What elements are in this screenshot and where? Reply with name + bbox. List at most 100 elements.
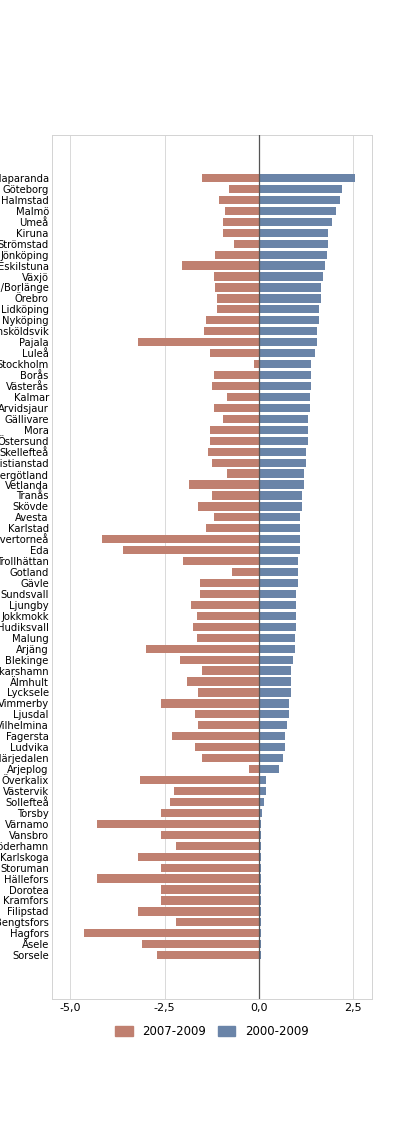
- Bar: [217, 305, 259, 313]
- Legend: 2007-2009, 2000-2009: 2007-2009, 2000-2009: [110, 1020, 313, 1042]
- Bar: [195, 743, 259, 752]
- Bar: [212, 491, 259, 499]
- Bar: [259, 710, 289, 718]
- Bar: [259, 842, 261, 849]
- Bar: [183, 557, 259, 565]
- Bar: [83, 929, 259, 937]
- Bar: [161, 699, 259, 708]
- Bar: [97, 874, 259, 883]
- Bar: [259, 261, 325, 269]
- Bar: [216, 284, 259, 292]
- Bar: [214, 404, 259, 412]
- Bar: [259, 513, 300, 522]
- Bar: [259, 765, 280, 773]
- Bar: [197, 634, 259, 642]
- Bar: [259, 415, 308, 423]
- Bar: [191, 600, 259, 609]
- Bar: [259, 469, 304, 478]
- Bar: [259, 425, 308, 434]
- Bar: [176, 918, 259, 927]
- Bar: [259, 371, 311, 379]
- Bar: [259, 743, 285, 752]
- Bar: [259, 328, 317, 335]
- Bar: [259, 645, 294, 653]
- Bar: [259, 896, 261, 904]
- Bar: [259, 535, 300, 543]
- Bar: [204, 328, 259, 335]
- Bar: [259, 218, 332, 226]
- Bar: [208, 448, 259, 456]
- Bar: [259, 864, 261, 872]
- Bar: [259, 634, 294, 642]
- Bar: [227, 469, 259, 478]
- Bar: [233, 568, 259, 577]
- Bar: [259, 754, 283, 762]
- Bar: [259, 185, 342, 193]
- Bar: [259, 316, 319, 324]
- Bar: [259, 273, 323, 280]
- Bar: [259, 250, 327, 259]
- Bar: [234, 240, 259, 248]
- Bar: [259, 229, 328, 237]
- Bar: [161, 830, 259, 839]
- Bar: [259, 590, 297, 598]
- Bar: [225, 206, 259, 215]
- Bar: [259, 305, 319, 313]
- Bar: [161, 885, 259, 893]
- Bar: [182, 261, 259, 269]
- Bar: [212, 459, 259, 467]
- Bar: [259, 206, 336, 215]
- Bar: [138, 338, 259, 347]
- Bar: [259, 491, 302, 499]
- Bar: [259, 174, 355, 182]
- Bar: [259, 448, 306, 456]
- Bar: [259, 689, 291, 697]
- Bar: [259, 524, 300, 533]
- Bar: [214, 513, 259, 522]
- Bar: [259, 908, 261, 916]
- Bar: [219, 196, 259, 204]
- Bar: [259, 381, 311, 390]
- Bar: [259, 721, 287, 729]
- Bar: [259, 294, 321, 303]
- Bar: [259, 546, 300, 554]
- Bar: [259, 678, 291, 686]
- Bar: [206, 524, 259, 533]
- Bar: [259, 557, 298, 565]
- Bar: [157, 951, 259, 959]
- Bar: [210, 425, 259, 434]
- Bar: [176, 842, 259, 849]
- Bar: [259, 940, 261, 948]
- Bar: [259, 611, 297, 620]
- Bar: [259, 404, 310, 412]
- Bar: [195, 710, 259, 718]
- Bar: [259, 393, 310, 401]
- Bar: [259, 699, 289, 708]
- Bar: [210, 349, 259, 357]
- Bar: [140, 776, 259, 784]
- Bar: [199, 689, 259, 697]
- Bar: [259, 459, 306, 467]
- Bar: [229, 185, 259, 193]
- Bar: [202, 666, 259, 674]
- Bar: [202, 754, 259, 762]
- Bar: [259, 360, 311, 368]
- Bar: [212, 381, 259, 390]
- Bar: [206, 316, 259, 324]
- Bar: [170, 798, 259, 806]
- Bar: [259, 284, 321, 292]
- Bar: [217, 294, 259, 303]
- Bar: [189, 480, 259, 488]
- Bar: [259, 918, 261, 927]
- Bar: [210, 436, 259, 444]
- Bar: [259, 776, 266, 784]
- Bar: [259, 600, 297, 609]
- Bar: [197, 611, 259, 620]
- Bar: [259, 655, 293, 664]
- Bar: [97, 820, 259, 828]
- Bar: [214, 371, 259, 379]
- Bar: [259, 623, 297, 631]
- Bar: [216, 250, 259, 259]
- Bar: [259, 240, 328, 248]
- Bar: [259, 951, 261, 959]
